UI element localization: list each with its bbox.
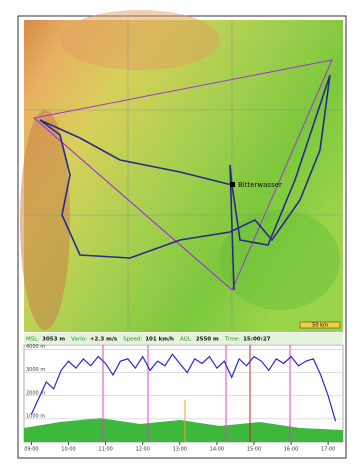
y-tick-label: 1000 m <box>26 413 45 419</box>
status-label: Speed: <box>123 337 142 343</box>
status-label: MSL: <box>26 337 39 343</box>
x-tick-label: 12:00 <box>135 447 149 453</box>
scale-label: 50 km <box>312 323 328 329</box>
x-tick-label: 15:00 <box>247 447 261 453</box>
x-tick-label: 09:00 <box>24 447 38 453</box>
status-value: 101 km/h <box>145 337 174 343</box>
y-tick-label: 3000 m <box>26 367 45 373</box>
app-window: Bitterwasser 50 km MSL:3053 m Vario:+2.3 … <box>0 0 361 468</box>
status-value: 3053 m <box>42 337 65 343</box>
map-label: Bitterwasser <box>238 181 282 189</box>
status-value: +2.3 m/s <box>90 337 118 343</box>
status-value: 15:00:27 <box>243 337 271 343</box>
status-label: Time: <box>224 337 240 343</box>
status-value: 2550 m <box>196 337 219 343</box>
x-tick-label: 14:00 <box>210 447 224 453</box>
x-tick-label: 16:00 <box>284 447 298 453</box>
status-label: Vario: <box>71 337 87 343</box>
airfield-marker <box>230 182 235 187</box>
status-label: AGL: <box>180 337 193 343</box>
x-tick-label: 11:00 <box>98 447 112 453</box>
x-tick-label: 17:00 <box>321 447 335 453</box>
x-tick-label: 13:00 <box>173 447 187 453</box>
page: Bitterwasser 50 km MSL:3053 m Vario:+2.3 … <box>0 0 361 468</box>
status-items: MSL:3053 m Vario:+2.3 m/s Speed:101 km/h AG… <box>26 337 271 343</box>
x-tick-label: 10:00 <box>61 447 75 453</box>
y-tick-label: 4000 m <box>26 344 45 350</box>
terrain-patch <box>60 10 220 70</box>
